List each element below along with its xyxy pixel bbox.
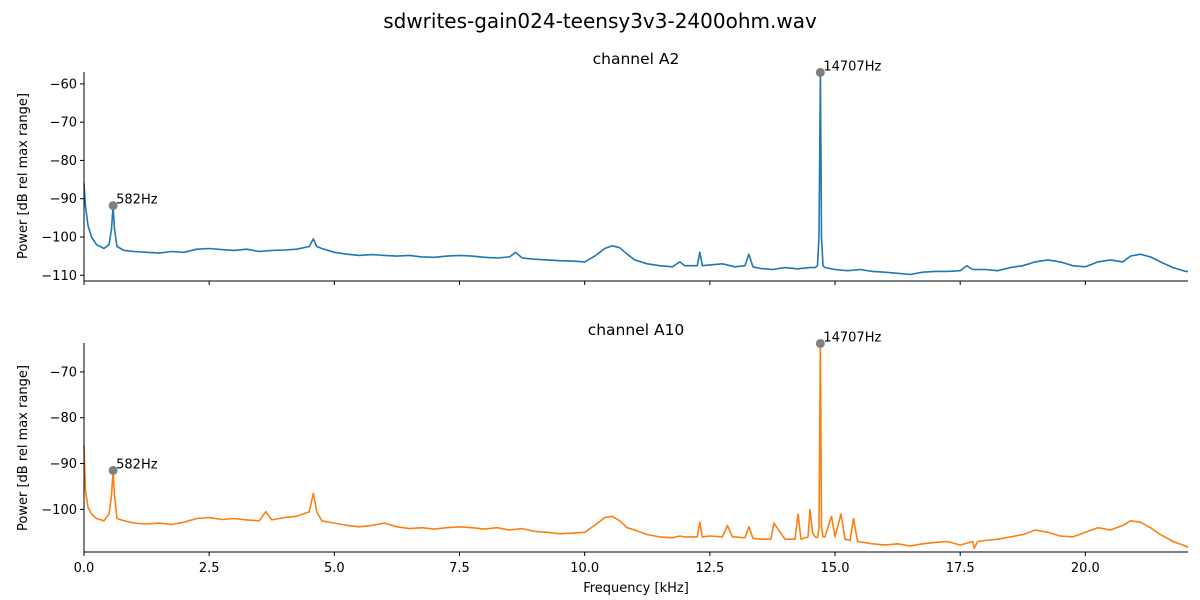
y-axis-label: Power [dB rel max range] <box>16 93 31 259</box>
y-tick-label: −110 <box>41 269 77 284</box>
x-tick-label: 2.5 <box>199 561 220 576</box>
subplot-channel-a2: channel A2 14707Hz 582Hz −110 −100 −90 −80 −7… <box>16 50 1188 285</box>
x-tick-label: 15.0 <box>821 561 850 576</box>
x-tick-label: 20.0 <box>1071 561 1100 576</box>
peak-marker <box>108 201 118 211</box>
y-tick-label: −100 <box>41 230 77 245</box>
peak-label: 14707Hz <box>823 59 881 74</box>
series-line <box>83 342 1189 550</box>
x-ticks: 0.0 2.5 5.0 7.5 10.0 12.5 15.0 17.5 20.0 <box>74 552 1100 576</box>
x-axis-label: Frequency [kHz] <box>583 581 689 596</box>
y-tick-label: −90 <box>50 457 77 472</box>
peak-marker <box>108 465 118 475</box>
x-tick-label: 7.5 <box>449 561 470 576</box>
y-tick-label: −70 <box>50 365 77 380</box>
subplot-channel-a10: channel A10 14707Hz 582Hz 0.0 2.5 5.0 7.5 10.… <box>16 321 1189 596</box>
peak-marker <box>815 338 825 348</box>
plot-area: 14707Hz 582Hz <box>83 59 1188 276</box>
x-tick-label: 0.0 <box>74 561 95 576</box>
y-ticks: −100 −90 −80 −70 <box>41 365 84 518</box>
x-tick-label: 17.5 <box>946 561 975 576</box>
x-tick-label: 5.0 <box>324 561 345 576</box>
plot-area: 14707Hz 582Hz <box>83 330 1189 550</box>
y-axis-label: Power [dB rel max range] <box>16 365 31 531</box>
x-tick-label: 10.0 <box>570 561 599 576</box>
peak-label: 582Hz <box>116 457 158 472</box>
y-tick-label: −60 <box>50 77 77 92</box>
y-tick-label: −100 <box>41 503 77 518</box>
figure-title: sdwrites-gain024-teensy3v3-2400ohm.wav <box>383 9 817 33</box>
y-tick-label: −80 <box>50 154 77 169</box>
x-ticks <box>83 281 1086 285</box>
peak-marker <box>815 67 825 77</box>
y-tick-label: −70 <box>50 116 77 131</box>
peak-label: 14707Hz <box>823 330 881 345</box>
series-line <box>83 71 1188 276</box>
y-tick-label: −80 <box>50 411 77 426</box>
subplot-title: channel A2 <box>593 50 680 68</box>
y-ticks: −110 −100 −90 −80 −70 −60 <box>41 77 84 284</box>
peak-label: 582Hz <box>116 193 158 208</box>
y-tick-label: −90 <box>50 192 77 207</box>
x-tick-label: 12.5 <box>695 561 724 576</box>
subplot-title: channel A10 <box>588 321 685 339</box>
